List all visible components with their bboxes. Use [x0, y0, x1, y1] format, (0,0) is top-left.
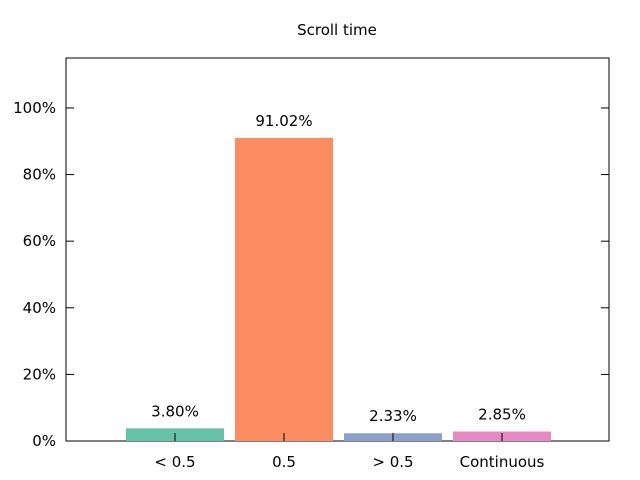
x-axis: < 0.5 0.5 > 0.5 Continuous [154, 433, 545, 471]
y-axis: 0% 20% 40% 60% 80% 100% [13, 99, 609, 450]
y-tick-label: 20% [23, 365, 56, 383]
y-tick-label: 80% [23, 166, 56, 184]
y-tick-label: 40% [23, 299, 56, 317]
x-tick-label: < 0.5 [154, 453, 195, 471]
bar-value-label: 3.80% [151, 402, 199, 420]
data-labels: 3.80% 91.02% 2.33% 2.85% [151, 112, 526, 425]
bar-value-label: 2.85% [478, 406, 526, 424]
bar-value-label: 91.02% [255, 112, 312, 130]
chart-title: Scroll time [297, 21, 377, 39]
y-tick-label: 60% [23, 232, 56, 250]
x-tick-label: 0.5 [272, 453, 296, 471]
plot-frame [65, 57, 610, 442]
y-tick-label: 0% [32, 432, 56, 450]
x-tick-label: Continuous [460, 453, 545, 471]
bar-1 [235, 137, 333, 441]
y-tick-label: 100% [13, 99, 56, 117]
bar-value-label: 2.33% [369, 407, 417, 425]
x-tick-label: > 0.5 [372, 453, 413, 471]
bars [126, 137, 551, 441]
